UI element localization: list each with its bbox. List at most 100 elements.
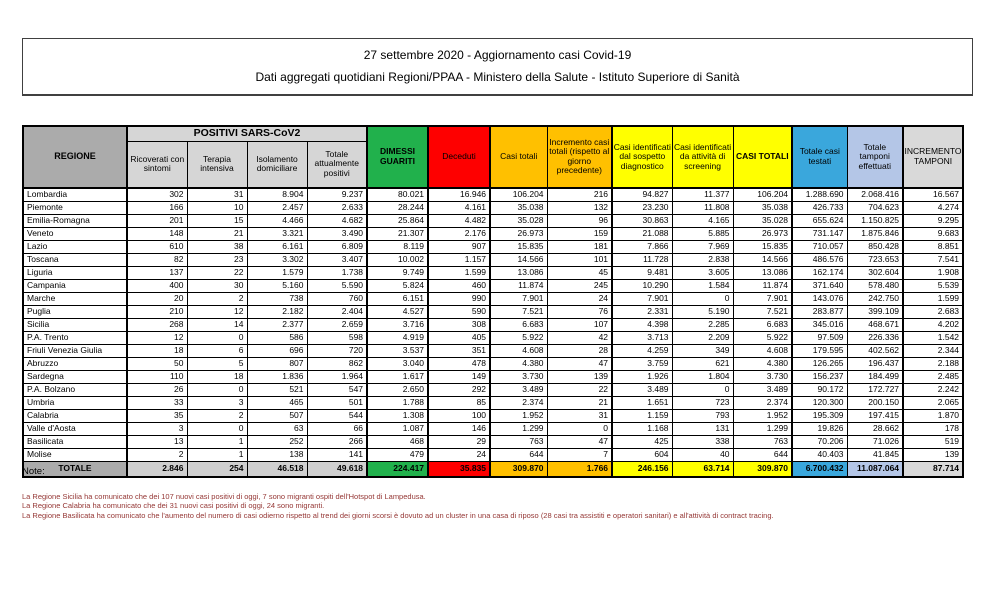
value-cell: 2.374 bbox=[732, 395, 794, 410]
value-cell: 2.188 bbox=[902, 356, 964, 371]
value-cell: 96 bbox=[546, 213, 614, 228]
value-cell: 201 bbox=[126, 213, 188, 228]
region-cell: Toscana bbox=[22, 252, 128, 267]
value-cell: 351 bbox=[427, 343, 492, 358]
value-cell: 24 bbox=[427, 447, 492, 462]
value-cell: 302 bbox=[126, 187, 188, 202]
value-cell: 29 bbox=[427, 434, 492, 449]
value-cell: 63 bbox=[246, 421, 308, 436]
report-title-date: 27 settembre 2020 - Aggiornamento casi C… bbox=[363, 47, 632, 62]
value-cell: 349 bbox=[671, 343, 734, 358]
value-cell: 13.086 bbox=[732, 265, 794, 280]
value-cell: 8.851 bbox=[902, 239, 964, 254]
value-cell: 723 bbox=[671, 395, 734, 410]
value-cell: 283.877 bbox=[791, 304, 848, 319]
table-row: Campania 400 30 5.160 5.590 5.824 460 11.874 245… bbox=[22, 278, 964, 293]
value-cell: 3.730 bbox=[732, 369, 794, 384]
value-cell: 862 bbox=[306, 356, 369, 371]
value-cell: 7.541 bbox=[902, 252, 964, 267]
value-cell: 1.926 bbox=[611, 369, 673, 384]
total-label-cell: TOTALE bbox=[22, 460, 128, 477]
column-header-incremento-casi-totali: Incremento casi totali (rispetto al gior… bbox=[546, 125, 614, 189]
table-row: Molise 2 1 138 141 479 24 644 7 604 40 644 40.403 41.… bbox=[22, 447, 964, 462]
region-cell: Friuli Venezia Giulia bbox=[22, 343, 128, 358]
table-row: Emilia-Romagna 201 15 4.466 4.682 25.864 4.482… bbox=[22, 213, 964, 228]
column-header-casi-totali-upper: CASI TOTALI bbox=[732, 125, 794, 189]
value-cell: 166 bbox=[126, 200, 188, 215]
value-cell: 720 bbox=[306, 343, 369, 358]
value-cell: 3.759 bbox=[611, 356, 673, 371]
value-cell: 3 bbox=[126, 421, 188, 436]
value-cell: 1.738 bbox=[306, 265, 369, 280]
value-cell: 16.567 bbox=[902, 187, 964, 202]
value-cell: 1.651 bbox=[611, 395, 673, 410]
column-header-casi-sospetto-diagnostico: Casi identificati dal sospetto diagnosti… bbox=[611, 125, 673, 189]
value-cell: 6.683 bbox=[489, 317, 548, 332]
value-cell: 23.230 bbox=[611, 200, 673, 215]
value-cell: 2 bbox=[126, 447, 188, 462]
value-cell: 5.590 bbox=[306, 278, 369, 293]
value-cell: 644 bbox=[489, 447, 548, 462]
region-cell: Basilicata bbox=[22, 434, 128, 449]
value-cell: 3.302 bbox=[246, 252, 308, 267]
value-cell: 181 bbox=[546, 239, 614, 254]
region-cell: Marche bbox=[22, 291, 128, 306]
value-cell: 760 bbox=[306, 291, 369, 306]
value-cell: 10 bbox=[186, 200, 248, 215]
value-cell: 1.599 bbox=[427, 265, 492, 280]
value-cell: 400 bbox=[126, 278, 188, 293]
value-cell: 47 bbox=[546, 356, 614, 371]
value-cell: 7.901 bbox=[489, 291, 548, 306]
region-cell: P.A. Trento bbox=[22, 330, 128, 345]
value-cell: 5.922 bbox=[732, 330, 794, 345]
value-cell: 76 bbox=[546, 304, 614, 319]
value-cell: 146 bbox=[427, 421, 492, 436]
value-cell: 197.415 bbox=[846, 408, 905, 423]
value-cell: 3.730 bbox=[489, 369, 548, 384]
value-cell: 468 bbox=[366, 434, 430, 449]
table-row: Puglia 210 12 2.182 2.404 4.527 590 7.521 76 2.33… bbox=[22, 304, 964, 319]
table-row: Valle d'Aosta 3 0 63 66 1.087 146 1.299 0 1.168 13… bbox=[22, 421, 964, 436]
table-row: Piemonte 166 10 2.457 2.633 28.244 4.161 35.038… bbox=[22, 200, 964, 215]
covid-data-table: REGIONE POSITIVI SARS-CoV2 DIMESSI GUARI… bbox=[22, 125, 965, 478]
table-row: P.A. Bolzano 26 0 521 547 2.650 292 3.489 22 3.48… bbox=[22, 382, 964, 397]
value-cell: 216 bbox=[546, 187, 614, 202]
value-cell: 107 bbox=[546, 317, 614, 332]
region-cell: Valle d'Aosta bbox=[22, 421, 128, 436]
value-cell: 82 bbox=[126, 252, 188, 267]
table-row: Veneto 148 21 3.321 3.490 21.307 2.176 26.973 15… bbox=[22, 226, 964, 241]
value-cell: 1.952 bbox=[732, 408, 794, 423]
value-cell: 4.608 bbox=[732, 343, 794, 358]
value-cell: 4.161 bbox=[427, 200, 492, 215]
value-cell: 4.608 bbox=[489, 343, 548, 358]
table-row: Toscana 82 23 3.302 3.407 10.002 1.157 14.566 10… bbox=[22, 252, 964, 267]
value-cell: 426.733 bbox=[791, 200, 848, 215]
value-cell: 2.683 bbox=[902, 304, 964, 319]
value-cell: 621 bbox=[671, 356, 734, 371]
value-cell: 2.485 bbox=[902, 369, 964, 384]
value-cell: 242.750 bbox=[846, 291, 905, 306]
value-cell: 1.908 bbox=[902, 265, 964, 280]
value-cell: 1.870 bbox=[902, 408, 964, 423]
value-cell: 710.057 bbox=[791, 239, 848, 254]
value-cell: 486.576 bbox=[791, 252, 848, 267]
value-cell: 14.566 bbox=[489, 252, 548, 267]
value-cell: 763 bbox=[489, 434, 548, 449]
column-group-positivi-sars-cov2: POSITIVI SARS-CoV2 bbox=[126, 125, 369, 142]
value-cell: 7.521 bbox=[489, 304, 548, 319]
value-cell: 101 bbox=[546, 252, 614, 267]
value-cell: 22 bbox=[546, 382, 614, 397]
value-cell: 5.160 bbox=[246, 278, 308, 293]
value-cell: 501 bbox=[306, 395, 369, 410]
value-cell: 2.065 bbox=[902, 395, 964, 410]
value-cell: 1.766 bbox=[546, 460, 614, 477]
value-cell: 266 bbox=[306, 434, 369, 449]
value-cell: 9.295 bbox=[902, 213, 964, 228]
value-cell: 9.237 bbox=[306, 187, 369, 202]
value-cell: 159 bbox=[546, 226, 614, 241]
value-cell: 26.973 bbox=[489, 226, 548, 241]
value-cell: 15 bbox=[186, 213, 248, 228]
value-cell: 1.952 bbox=[489, 408, 548, 423]
value-cell: 120.300 bbox=[791, 395, 848, 410]
value-cell: 11.874 bbox=[732, 278, 794, 293]
